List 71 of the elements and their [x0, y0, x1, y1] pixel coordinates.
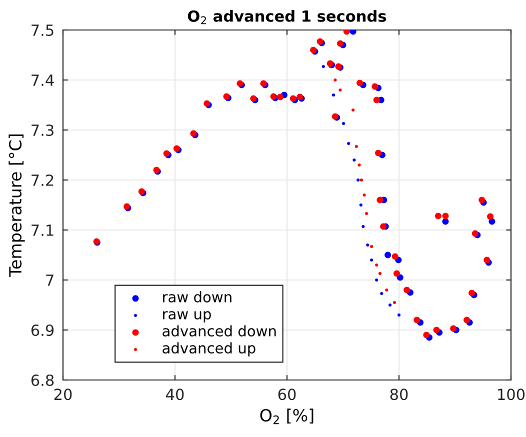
- point: [376, 196, 384, 204]
- point: [360, 178, 364, 182]
- point: [370, 244, 374, 248]
- point: [277, 94, 284, 100]
- y-axis-title: Temperature [°C]: [8, 134, 25, 277]
- point: [359, 203, 362, 207]
- point: [356, 178, 360, 182]
- chart-title: O$_{2}$ advanced 1 seconds: [188, 10, 386, 24]
- y-tick-label: 7.1: [32, 224, 54, 236]
- x-tick-label: 80: [390, 388, 408, 400]
- point: [434, 212, 442, 220]
- point: [375, 278, 378, 282]
- point: [343, 30, 350, 35]
- point: [433, 326, 440, 334]
- y-tick-label: 7: [46, 274, 54, 286]
- point: [352, 158, 356, 162]
- point: [472, 230, 478, 237]
- point: [378, 272, 382, 276]
- y-tick-label: 7.2: [32, 174, 54, 186]
- point: [392, 300, 396, 304]
- point: [394, 270, 400, 277]
- point: [364, 212, 368, 216]
- point: [404, 286, 410, 294]
- legend-label: raw down: [163, 291, 232, 302]
- point: [478, 196, 486, 204]
- point: [334, 78, 337, 82]
- point: [354, 144, 358, 148]
- point: [322, 64, 325, 68]
- y-tick-label: 7.3: [32, 124, 54, 136]
- point: [397, 313, 401, 317]
- point: [366, 243, 370, 247]
- point: [352, 108, 355, 112]
- point: [380, 292, 384, 296]
- point: [336, 40, 344, 47]
- point: [392, 253, 398, 260]
- x-tick-label: 60: [278, 388, 296, 400]
- point: [414, 316, 420, 324]
- point: [358, 163, 361, 167]
- point: [372, 83, 378, 90]
- point: [373, 96, 380, 104]
- point: [487, 213, 494, 220]
- y-tick-label: 6.9: [31, 324, 54, 336]
- y-tick-label: 7.5: [32, 24, 54, 36]
- point: [362, 193, 366, 197]
- point: [338, 88, 342, 92]
- legend-label: raw up: [163, 311, 211, 322]
- point: [375, 150, 382, 156]
- x-tick-label: 40: [166, 388, 184, 400]
- point: [423, 332, 430, 338]
- point: [342, 122, 346, 126]
- point: [464, 316, 470, 324]
- x-tick-label: 100: [498, 388, 525, 400]
- point: [362, 224, 365, 228]
- point: [384, 252, 392, 258]
- y-tick-label: 7.4: [32, 74, 54, 86]
- point: [347, 142, 350, 146]
- point: [484, 256, 490, 264]
- legend-label: advanced down: [162, 325, 276, 337]
- point: [385, 288, 388, 292]
- point: [332, 93, 336, 97]
- x-axis-title: O$_{2}$ [%]: [260, 408, 314, 424]
- point: [356, 80, 364, 86]
- point: [370, 258, 374, 262]
- y-tick-label: 6.8: [31, 374, 54, 386]
- legend-label: advanced up: [162, 342, 256, 356]
- x-tick-label: 20: [54, 388, 72, 400]
- point: [450, 325, 457, 332]
- point: [375, 263, 378, 267]
- point: [388, 303, 392, 307]
- point: [350, 30, 356, 35]
- point: [442, 212, 449, 220]
